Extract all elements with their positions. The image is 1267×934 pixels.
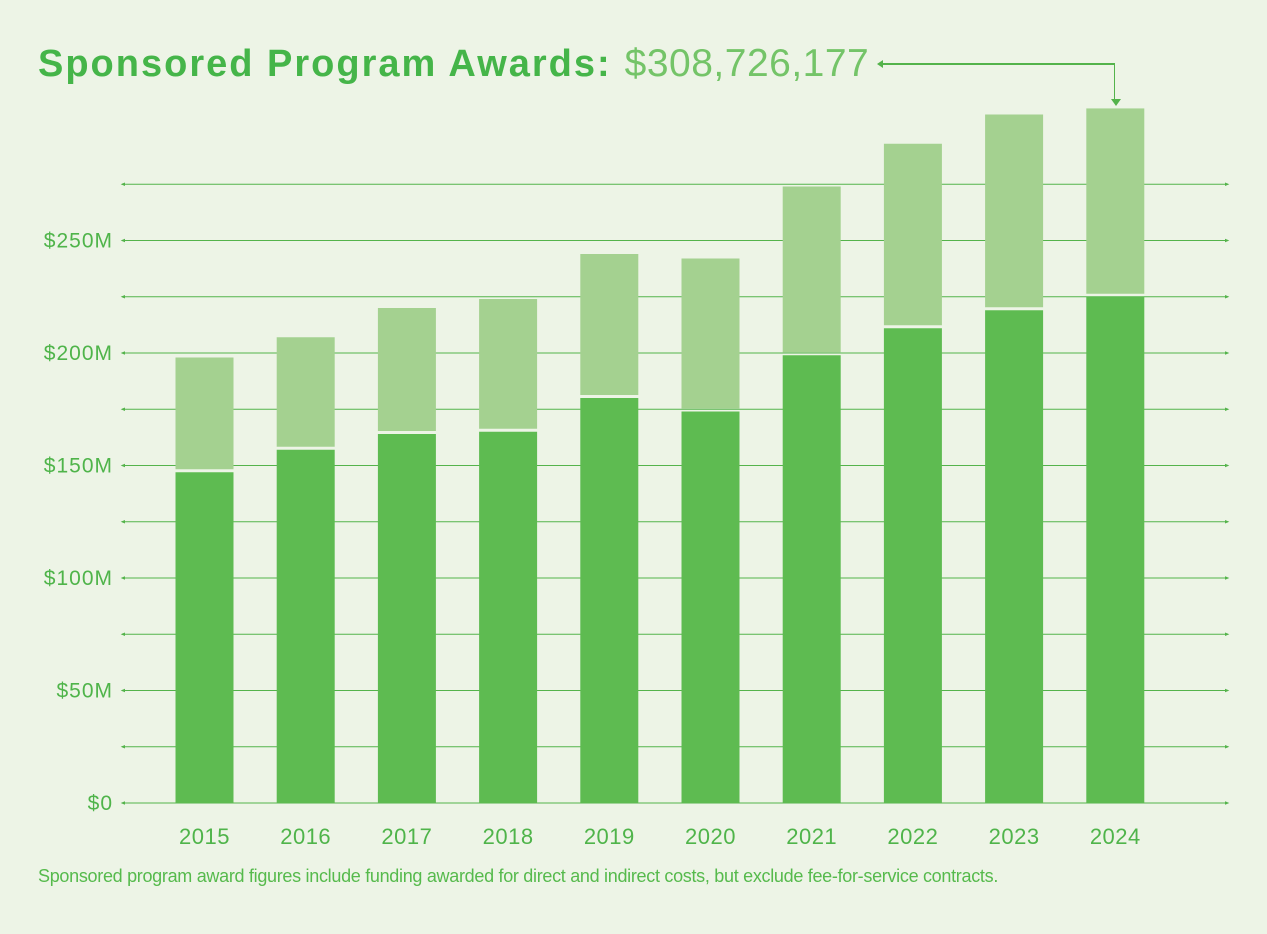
y-axis-label-$200M: $200M — [44, 342, 113, 365]
bar-2018-lower-segment — [479, 431, 538, 803]
bar-2019-upper-segment — [580, 254, 639, 395]
y-axis-label-$0: $0 — [88, 792, 113, 815]
bar-2024-upper-segment — [1086, 108, 1145, 294]
callout-arrow-to-2024-bar — [877, 60, 1115, 91]
x-axis-label-2016: 2016 — [280, 824, 331, 849]
chart-header: Sponsored Program Awards: $308,726,177 — [38, 42, 1121, 106]
page-title: Sponsored Program Awards: — [38, 42, 612, 85]
bar-2020-upper-segment — [681, 258, 740, 409]
bar-2015-lower-segment — [175, 472, 234, 803]
bar-2018-upper-segment — [479, 299, 538, 429]
bar-2016-upper-segment — [276, 337, 335, 447]
bar-2021-upper-segment — [782, 186, 841, 353]
bar-2021-lower-segment — [782, 355, 841, 803]
x-axis-label-2018: 2018 — [483, 824, 534, 849]
bar-2022-lower-segment — [883, 328, 942, 803]
y-axis-label-$50M: $50M — [56, 680, 113, 703]
y-axis-label-$150M: $150M — [44, 455, 113, 478]
bar-2015-upper-segment — [175, 357, 234, 470]
bars — [175, 108, 1145, 803]
bar-2023-lower-segment — [985, 310, 1044, 803]
x-axis-labels: 2015 2016 2017 2018 2019 2020 2021 2022 2023 2024 — [179, 824, 1141, 849]
x-axis-label-2022: 2022 — [887, 824, 938, 849]
bar-2016-lower-segment — [276, 449, 335, 803]
bar-2020-lower-segment — [681, 411, 740, 803]
x-axis-label-2015: 2015 — [179, 824, 230, 849]
bar-2024-lower-segment — [1086, 296, 1145, 803]
y-axis-label-$100M: $100M — [44, 567, 113, 590]
x-axis-label-2017: 2017 — [381, 824, 432, 849]
x-axis-label-2020: 2020 — [685, 824, 736, 849]
x-axis-label-2021: 2021 — [786, 824, 837, 849]
y-axis-labels: $0 $50M $100M $150M $200M $250M — [44, 230, 113, 816]
bar-2023-upper-segment — [985, 114, 1044, 308]
total-amount-value: $308,726,177 — [624, 42, 870, 85]
bar-2017-upper-segment — [377, 308, 436, 431]
y-axis-label-$250M: $250M — [44, 230, 113, 253]
x-axis-label-2019: 2019 — [584, 824, 635, 849]
bar-2022-upper-segment — [883, 143, 942, 326]
footnote-text: Sponsored program award figures include … — [38, 866, 999, 886]
x-axis-label-2023: 2023 — [989, 824, 1040, 849]
bar-2017-lower-segment — [377, 434, 436, 803]
x-axis-label-2024: 2024 — [1090, 824, 1141, 849]
bar-2019-lower-segment — [580, 398, 639, 803]
